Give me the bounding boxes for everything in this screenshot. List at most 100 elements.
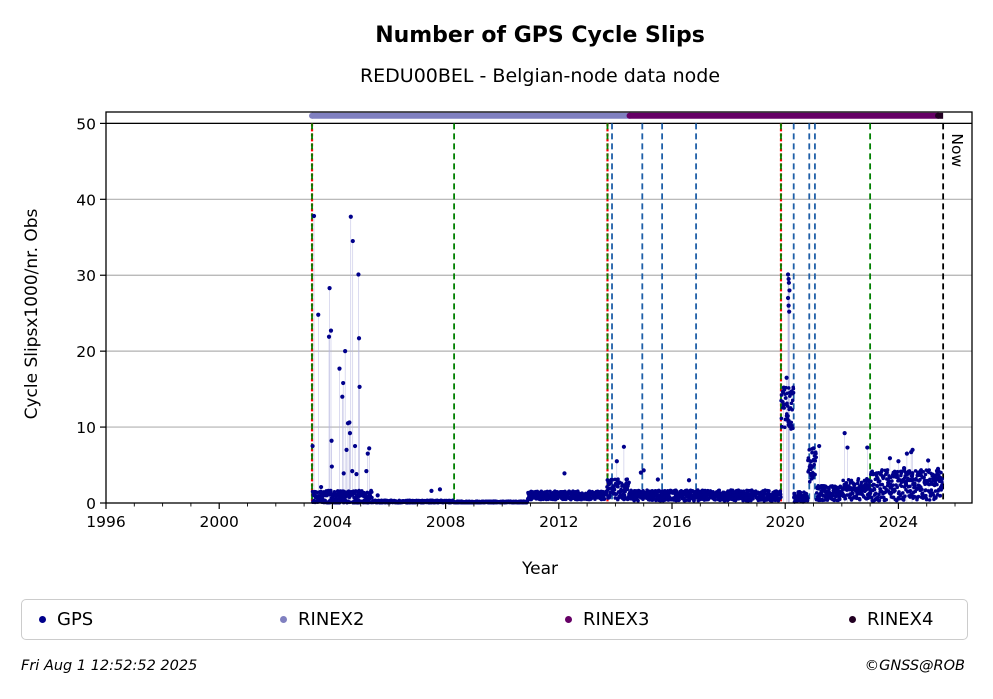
gps-point <box>916 494 921 499</box>
gps-point <box>318 484 324 490</box>
legend-item-rinex3: RINEX3 <box>565 600 649 638</box>
gps-point <box>901 465 907 471</box>
gps-point <box>767 489 771 493</box>
gps-point <box>786 276 791 282</box>
gps-point <box>779 393 784 397</box>
gps-point <box>855 481 860 486</box>
gps-point <box>329 438 334 443</box>
gps-point <box>713 498 718 502</box>
gps-point <box>851 491 855 496</box>
gps-point <box>348 214 353 219</box>
gps-point <box>332 490 337 494</box>
gps-point <box>779 495 783 499</box>
chart-subtitle: REDU00BEL - Belgian-node data node <box>360 65 720 87</box>
gps-point <box>921 469 926 474</box>
gps-point <box>785 272 791 277</box>
gps-point <box>311 213 317 219</box>
rinex2-bar-start <box>309 112 316 119</box>
gps-point <box>935 482 939 487</box>
gps-point <box>880 482 885 487</box>
gps-point <box>869 479 873 484</box>
chart: Number of GPS Cycle Slips REDU00BEL - Be… <box>22 23 973 579</box>
legend-label: RINEX4 <box>867 608 934 630</box>
footer-credit: ©GNSS@ROB <box>864 658 965 674</box>
gps-point <box>927 498 932 502</box>
gps-point <box>369 490 374 494</box>
gps-point <box>356 336 362 341</box>
gps-point <box>602 497 607 501</box>
gps-point <box>604 491 609 495</box>
gps-point <box>868 491 873 496</box>
gps-point <box>910 471 915 475</box>
gps-point <box>784 375 789 380</box>
x-tick-label: 2008 <box>426 513 465 531</box>
gps-point <box>786 303 791 308</box>
gps-point <box>837 497 842 502</box>
gps-point <box>347 420 352 425</box>
gps-point <box>880 468 884 472</box>
gps-point <box>856 477 861 481</box>
gps-point <box>841 478 845 483</box>
x-tick-label: 2020 <box>765 513 804 531</box>
gps-point <box>810 450 815 455</box>
gps-point <box>711 489 715 494</box>
gps-point <box>879 495 884 500</box>
legend-label: RINEX2 <box>298 608 365 630</box>
gps-point <box>789 401 794 406</box>
gps-point <box>811 446 816 451</box>
gps-point <box>887 456 893 461</box>
gps-point <box>939 470 943 475</box>
gps-point <box>328 328 334 333</box>
rinex4-dot-icon <box>849 615 856 623</box>
legend-item-gps: GPS <box>39 600 93 638</box>
gps-point <box>641 468 646 473</box>
gps-point <box>326 334 332 339</box>
gps-point <box>782 406 786 410</box>
gps-point <box>939 483 944 488</box>
y-tick-label: 10 <box>76 419 96 437</box>
gps-point <box>814 455 818 460</box>
gps-point <box>920 487 924 492</box>
gps-point <box>885 468 890 472</box>
gps-point <box>923 472 928 477</box>
x-tick-label: 2024 <box>879 513 918 531</box>
legend-label: RINEX3 <box>583 608 650 630</box>
gps-point <box>429 488 434 493</box>
gps-point <box>916 470 921 475</box>
gps-point <box>887 479 891 483</box>
gps-point <box>938 493 943 498</box>
legend-item-rinex2: RINEX2 <box>280 600 364 638</box>
gps-point <box>337 366 342 371</box>
gps-point <box>686 478 692 483</box>
gps-point <box>365 451 370 456</box>
plot-frame <box>105 111 973 504</box>
gps-point <box>842 431 847 436</box>
gps-point <box>903 494 907 498</box>
gps-point <box>786 386 791 390</box>
gps-point <box>316 312 321 317</box>
gps-point <box>778 492 783 497</box>
gps-point <box>310 443 315 449</box>
gps-point <box>350 469 355 474</box>
gps-point <box>875 484 880 488</box>
gps-point <box>883 490 888 494</box>
gps-point <box>890 479 894 483</box>
gps-point <box>885 470 889 475</box>
gps-point <box>344 447 349 452</box>
gps-point <box>616 484 620 489</box>
gps-point <box>924 497 929 502</box>
gps-point <box>898 493 903 498</box>
gps-point <box>780 425 784 429</box>
gps-point <box>813 472 817 477</box>
gps-point <box>896 459 901 464</box>
gps-point <box>340 394 345 399</box>
gps-point <box>783 396 788 400</box>
gps-point <box>929 488 934 492</box>
x-tick-label: 2000 <box>199 513 238 531</box>
gps-point <box>927 468 931 472</box>
gps-point <box>877 492 881 497</box>
gps-point <box>790 407 795 412</box>
gps-point <box>677 498 681 502</box>
gps-point <box>787 309 792 314</box>
event-markers <box>310 123 945 503</box>
